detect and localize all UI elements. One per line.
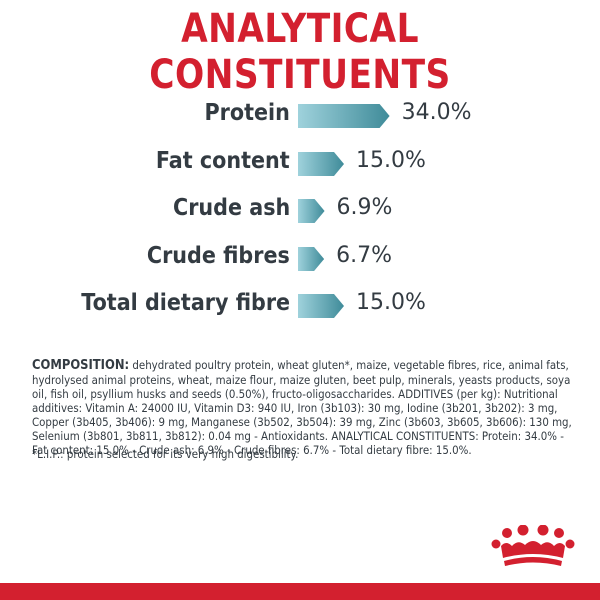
constituent-row: Fat content 15.0% [0,144,600,184]
constituent-row: Crude fibres 6.7% [0,239,600,279]
constituent-label: Fat content [156,148,290,174]
constituent-arrow-bar [298,247,325,271]
composition-heading: COMPOSITION: [32,358,130,373]
composition-body: dehydrated poultry protein, wheat gluten… [32,358,572,457]
constituent-value: 15.0% [356,290,426,315]
constituent-row: Protein 34.0% [0,96,600,136]
constituent-value: 15.0% [356,148,426,173]
constituent-label: Protein [204,100,290,126]
constituent-value: 6.7% [336,243,392,268]
composition-text: COMPOSITION: dehydrated poultry protein,… [32,358,573,457]
footer-bar [0,583,600,600]
constituent-arrow-bar [298,199,325,223]
royal-canin-crown-icon [491,525,575,566]
page-title: ANALYTICAL CONSTITUENTS [149,6,451,98]
constituent-row: Crude ash 6.9% [0,191,600,231]
footnote: *L.I.P.: protein selected for its very h… [32,447,299,461]
constituent-value: 34.0% [401,100,472,125]
constituent-row: Total dietary fibre 15.0% [0,286,600,326]
constituent-arrow-bar [298,294,344,318]
constituent-value: 6.9% [336,195,393,220]
constituent-arrow-bar [298,104,390,128]
constituent-label: Total dietary fibre [81,290,290,316]
constituent-label: Crude ash [172,195,290,221]
constituent-arrow-bar [298,152,344,176]
constituent-label: Crude fibres [147,243,290,269]
